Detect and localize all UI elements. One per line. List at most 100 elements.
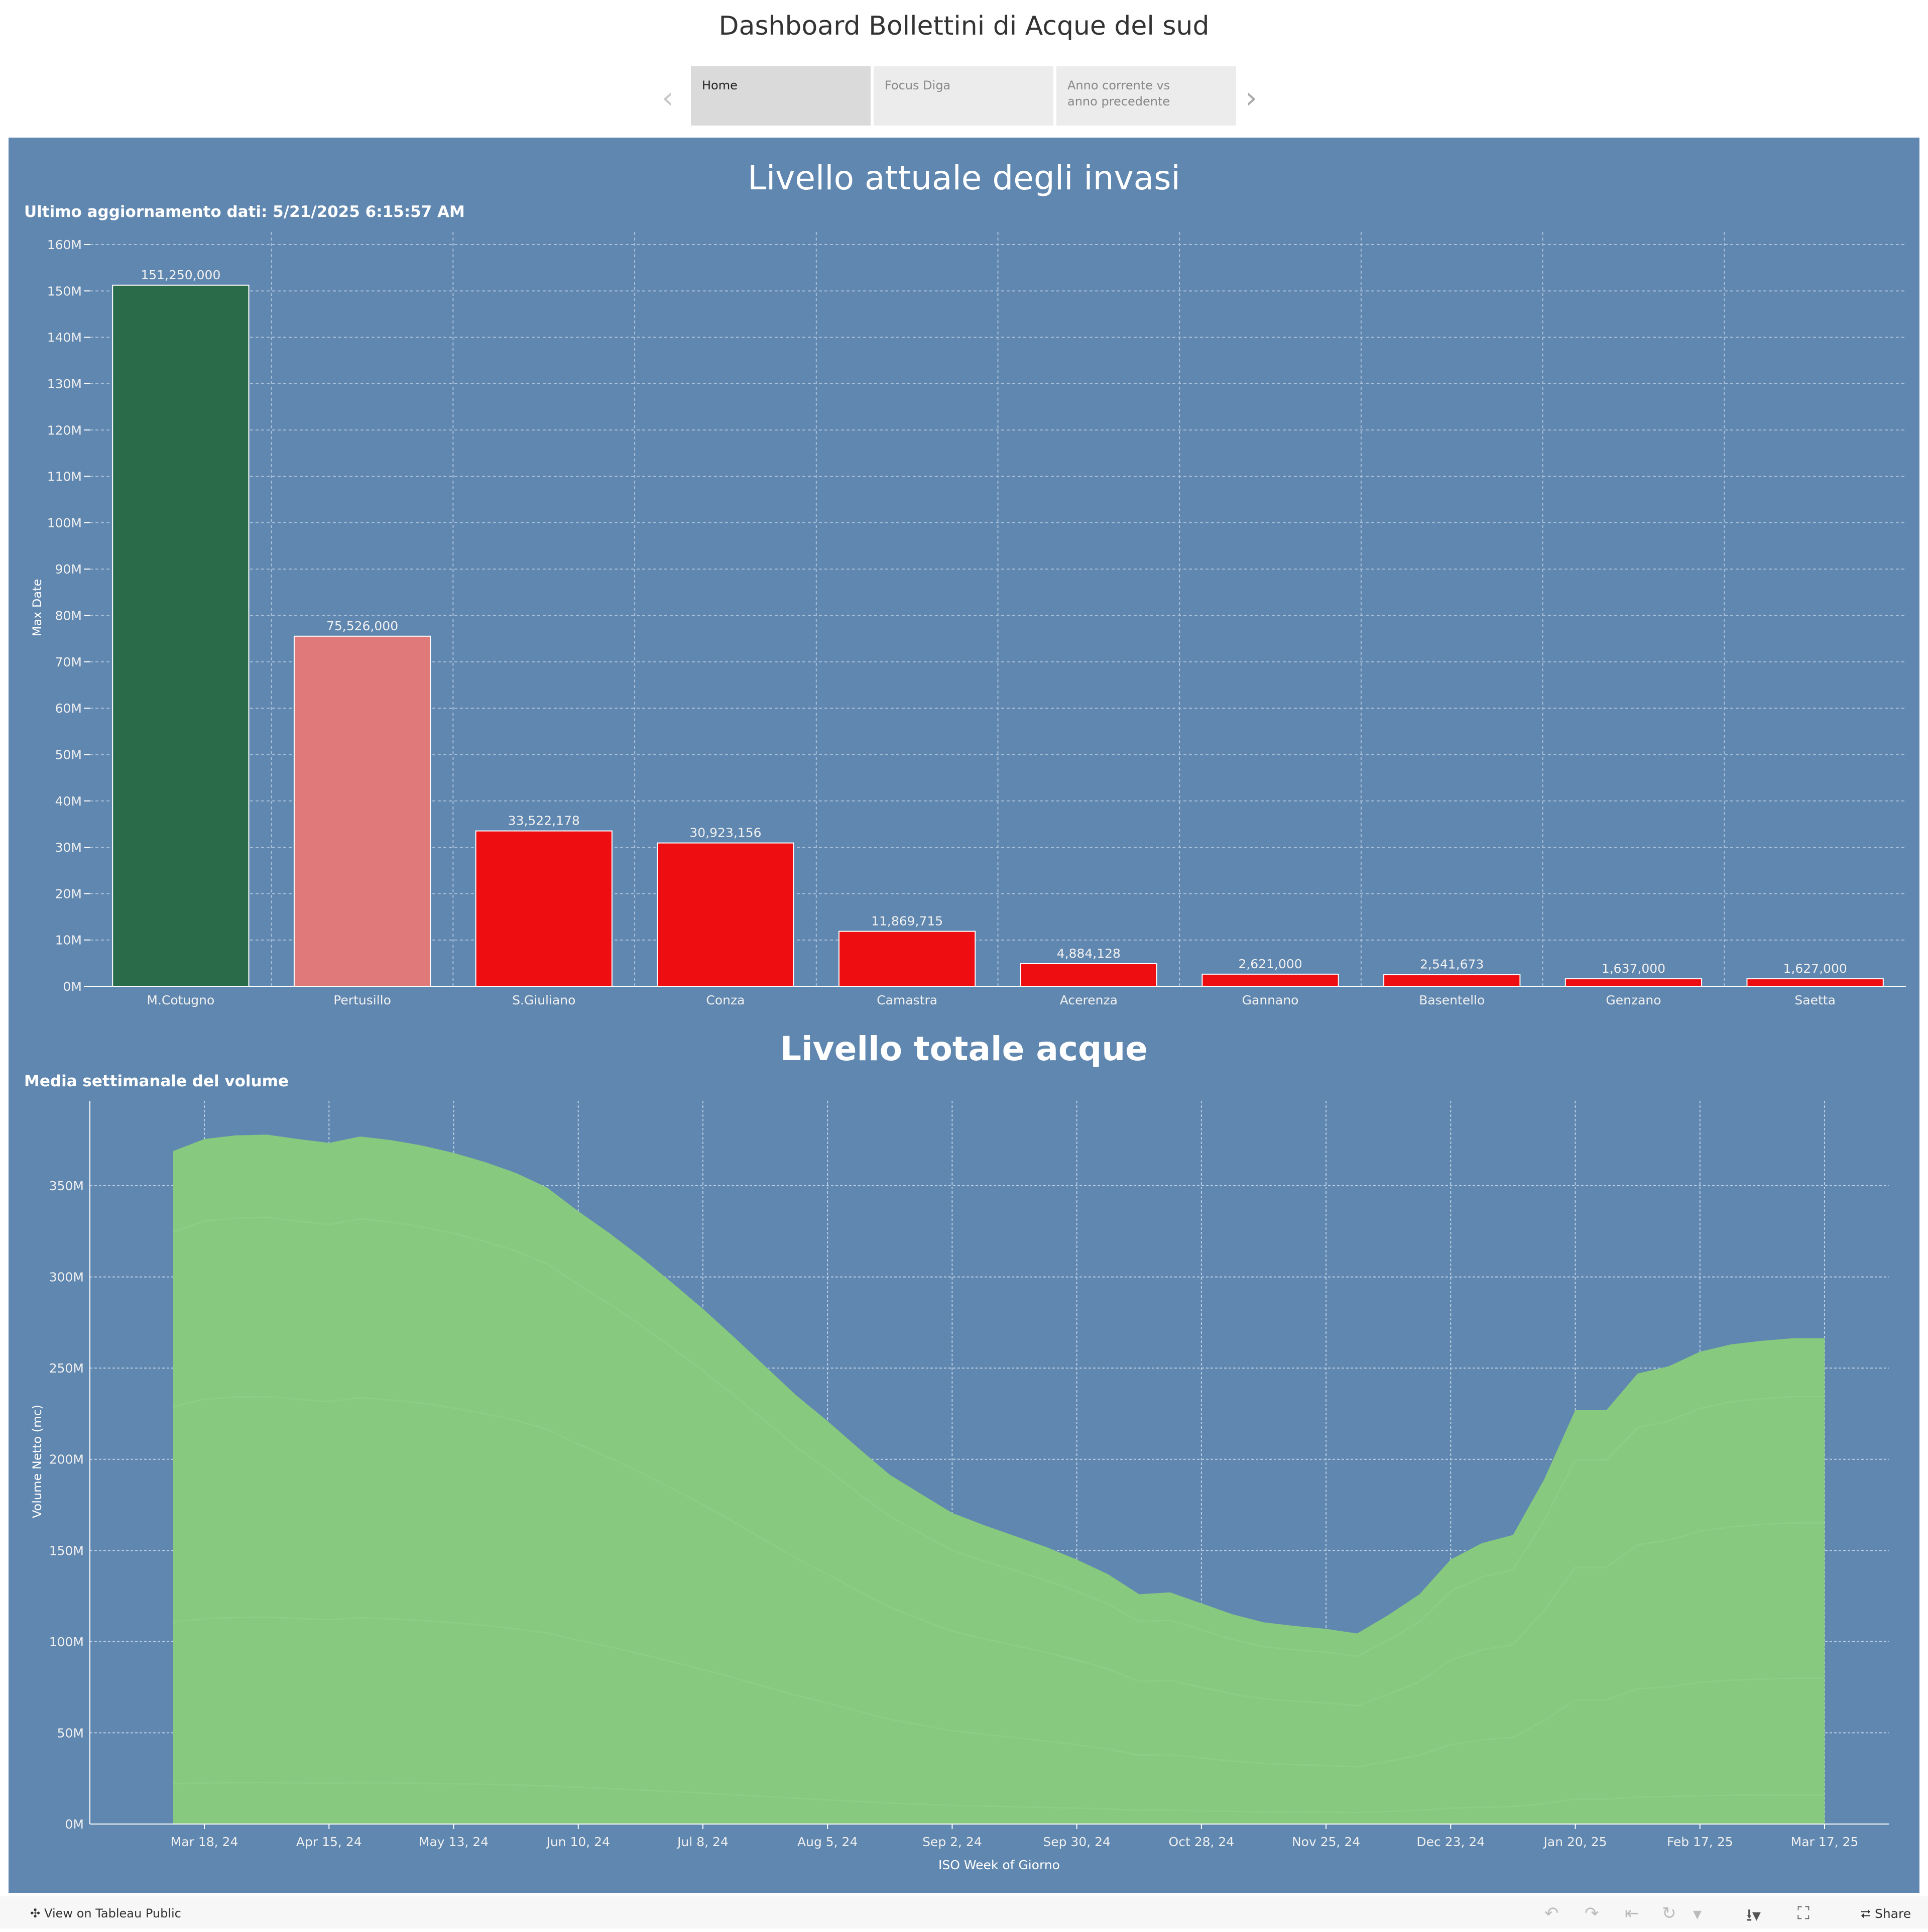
bar-value-label: 4,884,128 <box>1057 946 1121 961</box>
y-tick-label: 60M <box>55 701 82 716</box>
bar-Gannano <box>1201 973 1339 987</box>
category-label: Acerenza <box>1060 993 1118 1007</box>
bar-chart-title: Livello attuale degli invasi <box>748 159 1180 197</box>
area-y-axis-title: Volume Netto (mc) <box>30 1405 44 1518</box>
redo-icon[interactable]: ↷ <box>1585 1903 1599 1923</box>
footer-toolbar <box>0 1896 1928 1928</box>
y-tick-label: 50M <box>57 1726 84 1740</box>
x-tick-label: Jun 10, 24 <box>545 1835 610 1849</box>
x-tick-label: Jan 20, 25 <box>1543 1835 1607 1849</box>
prev-tab-arrow-icon[interactable]: ‹ <box>662 80 674 116</box>
tab-focus-diga[interactable]: Focus Diga <box>874 66 1053 126</box>
bar-Conza <box>657 842 794 987</box>
bar-y-axis-title: Max Date <box>30 579 44 637</box>
y-tick-label: 50M <box>55 747 82 762</box>
y-tick-label: 110M <box>47 470 82 484</box>
x-tick-label: Nov 25, 24 <box>1292 1835 1360 1849</box>
tab-anno-corrente[interactable]: Anno corrente vs anno precedente <box>1056 66 1236 126</box>
y-tick-label: 30M <box>55 840 82 855</box>
download-icon[interactable]: ⭳▾ <box>1746 1905 1761 1925</box>
bar-value-label: 75,526,000 <box>326 619 398 633</box>
y-tick-label: 70M <box>55 655 82 669</box>
tab-home[interactable]: Home <box>691 66 871 126</box>
bar-value-label: 11,869,715 <box>871 914 943 928</box>
tableau-logo-icon: ✣ <box>30 1906 41 1920</box>
x-tick-label: Aug 5, 24 <box>797 1835 858 1849</box>
bar-value-label: 30,923,156 <box>689 826 761 840</box>
category-label: Camastra <box>877 993 937 1007</box>
y-tick-label: 100M <box>47 516 82 530</box>
area-layer-boundary <box>173 1396 1825 1707</box>
area-chart-subtitle: Media settimanale del volume <box>24 1072 289 1090</box>
bar-S.Giuliano <box>475 830 613 987</box>
y-tick-label: 140M <box>47 330 82 345</box>
x-tick-label: Oct 28, 24 <box>1169 1835 1235 1849</box>
x-tick-label: Sep 2, 24 <box>922 1835 982 1849</box>
y-tick-label: 250M <box>49 1361 84 1376</box>
x-tick-label: Mar 18, 24 <box>171 1835 238 1849</box>
y-tick-label: 300M <box>49 1270 84 1285</box>
bar-Camastra <box>838 931 976 987</box>
x-tick-label: Jul 8, 24 <box>676 1835 729 1849</box>
bar-Saetta <box>1746 978 1884 987</box>
view-on-tableau-label: View on Tableau Public <box>44 1906 181 1920</box>
dashboard-title: Dashboard Bollettini di Acque del sud <box>718 11 1210 41</box>
x-tick-label: Dec 23, 24 <box>1416 1835 1485 1849</box>
bar-value-label: 1,637,000 <box>1602 961 1665 976</box>
area-layer-boundary <box>173 1782 1825 1813</box>
category-label: Saetta <box>1794 993 1836 1007</box>
y-tick-label: 90M <box>55 562 82 577</box>
y-tick-label: 100M <box>49 1635 84 1649</box>
y-tick-label: 40M <box>55 794 82 809</box>
x-tick-label: Apr 15, 24 <box>296 1835 362 1849</box>
share-label: Share <box>1874 1906 1911 1921</box>
share-icon: ⮂ <box>1861 1906 1875 1921</box>
bar-value-label: 151,250,000 <box>141 268 220 282</box>
category-label: Conza <box>706 993 745 1007</box>
refresh-dropdown-icon[interactable]: ▼ <box>1693 1908 1702 1921</box>
category-label: Gannano <box>1242 993 1299 1007</box>
y-tick-label: 0M <box>63 979 82 994</box>
y-tick-label: 130M <box>47 377 82 391</box>
area-layer-boundary <box>173 1216 1825 1657</box>
x-tick-label: Feb 17, 25 <box>1667 1835 1733 1849</box>
y-tick-label: 200M <box>49 1452 84 1467</box>
fullscreen-icon[interactable]: ⛶ <box>1797 1903 1810 1923</box>
category-label: M.Cotugno <box>147 993 214 1007</box>
undo-icon[interactable]: ↶ <box>1544 1903 1559 1923</box>
y-tick-label: 10M <box>55 933 82 948</box>
y-tick-label: 160M <box>47 238 82 252</box>
bar-chart-subtitle: Ultimo aggiornamento dati: 5/21/2025 6:1… <box>24 203 465 221</box>
bar-M.Cotugno <box>112 284 250 987</box>
y-tick-label: 120M <box>47 423 82 437</box>
category-label: Pertusillo <box>333 993 391 1007</box>
bar-value-label: 33,522,178 <box>508 814 580 828</box>
bar-value-label: 2,621,000 <box>1238 957 1302 971</box>
bar-value-label: 2,541,673 <box>1420 957 1484 972</box>
bar-Genzano <box>1564 978 1703 987</box>
total-volume-area <box>173 1134 1825 1824</box>
x-tick-label: May 13, 24 <box>419 1835 489 1849</box>
refresh-icon[interactable]: ↻ <box>1662 1903 1676 1923</box>
x-tick-label: Sep 30, 24 <box>1043 1835 1111 1849</box>
bar-Basentello <box>1383 974 1521 987</box>
category-label: Basentello <box>1419 993 1485 1007</box>
category-label: Genzano <box>1606 993 1661 1007</box>
revert-icon[interactable]: ⇤ <box>1625 1903 1639 1923</box>
bar-Pertusillo <box>293 635 431 987</box>
bar-Acerenza <box>1020 963 1157 987</box>
y-tick-label: 350M <box>49 1179 84 1193</box>
view-on-tableau-link[interactable]: ✣ View on Tableau Public <box>30 1906 181 1920</box>
next-tab-arrow-icon[interactable]: › <box>1245 80 1257 116</box>
share-button[interactable]: ⮂ Share <box>1861 1906 1911 1921</box>
y-tick-label: 150M <box>49 1543 84 1558</box>
x-tick-label: Mar 17, 25 <box>1791 1835 1859 1849</box>
area-x-axis-title: ISO Week of Giorno <box>938 1858 1060 1872</box>
bar-value-label: 1,627,000 <box>1783 961 1847 976</box>
y-tick-label: 80M <box>55 609 82 623</box>
area-layer-boundary <box>173 1616 1825 1768</box>
category-label: S.Giuliano <box>512 993 575 1007</box>
y-tick-label: 150M <box>47 284 82 298</box>
area-chart-title: Livello totale acque <box>780 1030 1148 1068</box>
